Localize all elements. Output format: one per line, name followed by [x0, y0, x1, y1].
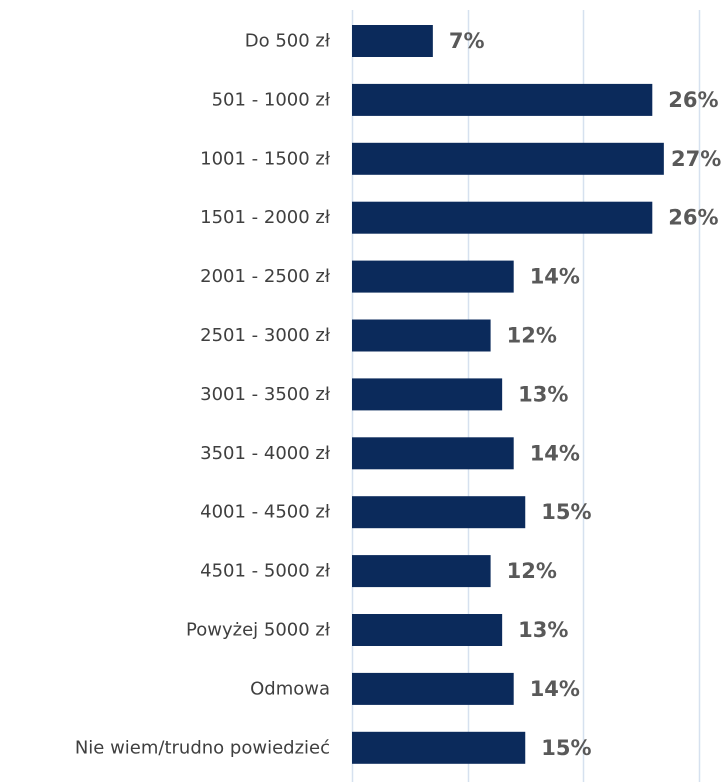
bar — [352, 496, 526, 529]
bar — [352, 672, 514, 705]
bar — [352, 555, 491, 588]
data-label: 15% — [541, 736, 591, 760]
data-label: 15% — [541, 500, 591, 524]
category-label: 2001 - 2500 zł — [200, 266, 331, 287]
data-label: 26% — [668, 206, 718, 230]
category-label: 4501 - 5000 zł — [200, 561, 331, 582]
category-label: 4001 - 4500 zł — [200, 502, 331, 523]
bar — [352, 83, 653, 116]
category-label: Powyżej 5000 zł — [186, 620, 331, 641]
bar — [352, 319, 491, 352]
data-label: 7% — [449, 29, 485, 53]
category-label: Do 500 zł — [245, 31, 331, 52]
category-label: 501 - 1000 zł — [212, 89, 331, 110]
category-label: 3001 - 3500 zł — [200, 384, 331, 405]
data-label: 14% — [530, 265, 580, 289]
data-label: 12% — [507, 559, 557, 583]
bar — [352, 731, 526, 764]
category-label: 3501 - 4000 zł — [200, 443, 331, 464]
data-label: 26% — [668, 88, 718, 112]
data-label: 14% — [530, 677, 580, 701]
category-label: Nie wiem/trudno powiedzieć — [75, 737, 330, 758]
category-label: 2501 - 3000 zł — [200, 325, 331, 346]
data-label: 14% — [530, 441, 580, 465]
bar-layer — [352, 25, 664, 764]
data-label: 13% — [518, 382, 568, 406]
label-layer: Do 500 zł 7% 501 - 1000 zł 26% 1001 - 1500 z… — [75, 29, 721, 760]
category-label: 1001 - 1500 zł — [200, 148, 331, 169]
data-label: 13% — [518, 618, 568, 642]
bar — [352, 378, 503, 411]
data-label: 12% — [507, 324, 557, 348]
bar — [352, 614, 503, 646]
category-label: Odmowa — [250, 678, 330, 699]
bar — [352, 201, 653, 234]
bar — [352, 142, 664, 175]
bar — [352, 260, 514, 293]
data-label: 27% — [671, 147, 721, 171]
category-label: 1501 - 2000 zł — [200, 207, 331, 228]
bar — [352, 25, 433, 57]
bar — [352, 437, 514, 470]
